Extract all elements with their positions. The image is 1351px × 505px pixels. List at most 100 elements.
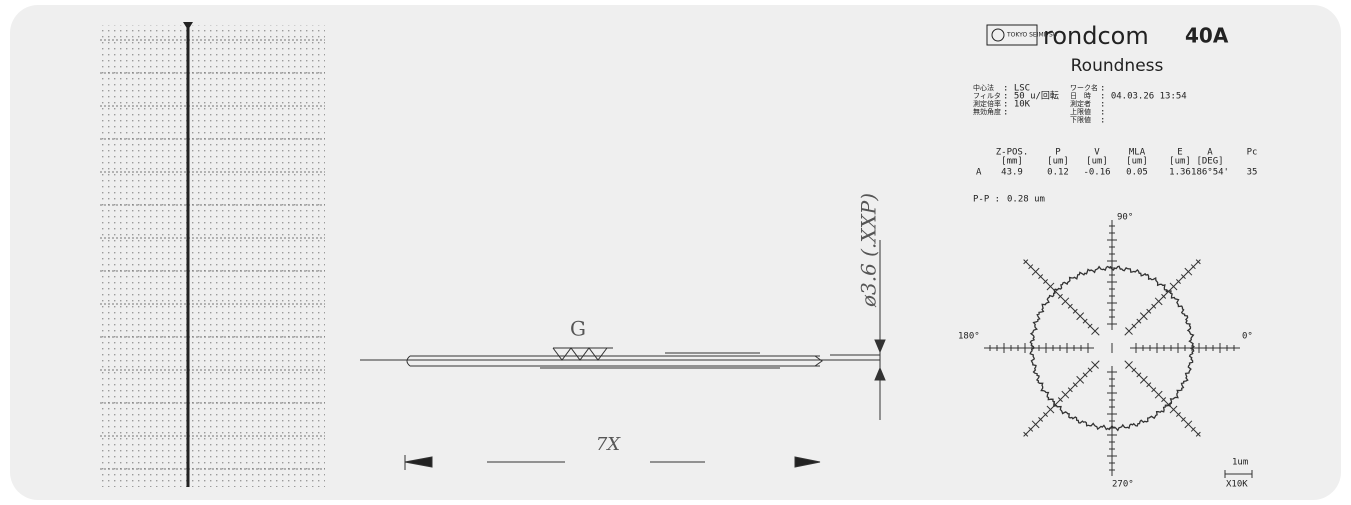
axis-tick — [1184, 267, 1193, 276]
axis — [1124, 360, 1201, 437]
axis-tick — [1087, 367, 1093, 373]
condition-label: 測定倍率 — [973, 99, 1001, 108]
condition-value: : 50 u/回転 — [1003, 91, 1059, 102]
condition-label: フィルタ — [973, 91, 1001, 100]
axis-tick — [1146, 308, 1152, 314]
axis-tick — [1131, 323, 1137, 329]
result-value: 43.9 — [1001, 168, 1023, 178]
axis-tick — [1190, 264, 1196, 270]
chart-paper — [100, 22, 325, 487]
scale: 1um — [1232, 458, 1248, 468]
axis-tick — [1175, 279, 1181, 285]
axis-tick — [1028, 264, 1034, 270]
result-value: -0.16 — [1083, 168, 1110, 178]
column-header: Pc — [1247, 148, 1258, 158]
logo-text: TOKYO SEIMITSU — [1006, 32, 1057, 39]
report-title: Roundness — [1071, 56, 1164, 76]
column-header: A — [1207, 148, 1213, 158]
axis-tick — [1091, 327, 1099, 335]
column-unit: [um] — [1169, 157, 1191, 167]
axis-tick — [1175, 411, 1181, 417]
axis-tick — [1154, 297, 1163, 306]
axis-tick — [1052, 288, 1058, 294]
magnification: X10K — [1226, 480, 1248, 490]
axis-tick — [1057, 293, 1063, 299]
axis-tick — [1076, 375, 1085, 384]
column-header: E — [1177, 148, 1182, 158]
brand: rondcom — [1043, 22, 1149, 50]
condition-value: : — [1100, 116, 1105, 126]
pp-label: P-P : — [973, 195, 1000, 205]
axis — [1023, 360, 1100, 437]
axis — [1023, 259, 1100, 336]
axis-tick — [1046, 282, 1055, 291]
axis-tick — [1046, 405, 1055, 414]
condition-value: : — [1100, 84, 1105, 94]
axis-tick — [1031, 267, 1040, 276]
column-unit: [um] — [1047, 157, 1069, 167]
axis-tick — [1072, 382, 1078, 388]
axis-tick — [1190, 426, 1196, 432]
axis-tick — [1180, 274, 1186, 280]
column-unit: [um] — [1086, 157, 1108, 167]
axis-tick — [1195, 431, 1201, 437]
axis-tick — [1023, 431, 1029, 437]
condition-value: : — [1100, 108, 1105, 118]
axis-tick — [1146, 382, 1152, 388]
axis-tick — [1087, 323, 1093, 329]
condition-value: : LSC — [1003, 84, 1030, 94]
axis-tick — [1052, 402, 1058, 408]
axis-tick — [1043, 411, 1049, 417]
pp-value: 0.28 um — [1007, 195, 1045, 205]
column-unit: [mm] — [1001, 157, 1023, 167]
axis-tick — [1072, 308, 1078, 314]
axis-tick — [1082, 318, 1088, 324]
axis-tick — [1061, 390, 1070, 399]
axis — [1124, 259, 1201, 336]
axis-tick — [1043, 279, 1049, 285]
column-header: Z-POS. — [996, 148, 1029, 158]
axis-tick — [1125, 327, 1133, 335]
axis-tick — [1151, 303, 1157, 309]
axis-tick — [1151, 387, 1157, 393]
diameter-label: ø3.6 (.XXP) — [857, 193, 881, 308]
condition-label: 日 時 — [1070, 92, 1091, 100]
axis-tick — [1154, 390, 1163, 399]
axis-tick — [1169, 282, 1178, 291]
column-header: V — [1094, 148, 1100, 158]
axis-tick — [1180, 416, 1186, 422]
axis-tick — [1139, 312, 1148, 321]
condition-label: 無効角度 — [973, 107, 1001, 116]
logo-icon — [991, 28, 1005, 42]
axis-tick — [1136, 372, 1142, 378]
axis-tick — [1067, 303, 1073, 309]
axis-tick — [1125, 361, 1133, 369]
axis-tick — [1028, 426, 1034, 432]
column-header: MLA — [1129, 148, 1146, 158]
length-label: 7X — [596, 434, 621, 455]
grind-mark: G — [570, 317, 586, 341]
scale-bar — [1224, 470, 1253, 478]
polar-plot — [984, 220, 1240, 476]
axis-tick — [1067, 387, 1073, 393]
axis-tick — [1161, 293, 1167, 299]
axis-tick — [1057, 397, 1063, 403]
axis-tick — [1082, 372, 1088, 378]
axis-tick — [1139, 375, 1148, 384]
column-unit: [um] — [1126, 157, 1148, 167]
result-value: 1.36 — [1169, 168, 1191, 178]
axis-tick — [1166, 288, 1172, 294]
axis-tick — [1031, 420, 1040, 429]
model: 40A — [1185, 24, 1229, 48]
result-value: 186°54' — [1191, 168, 1229, 178]
axis-tick — [1038, 416, 1044, 422]
axis-tick — [1195, 259, 1201, 265]
column-header: P — [1055, 148, 1061, 158]
polar-left: 180° — [958, 332, 980, 342]
condition-value: : — [1100, 100, 1105, 110]
axis-tick — [1061, 297, 1070, 306]
condition-value: : 04.03.26 13:54 — [1100, 92, 1187, 102]
polar-right: 0° — [1242, 332, 1253, 342]
axis-tick — [1038, 274, 1044, 280]
